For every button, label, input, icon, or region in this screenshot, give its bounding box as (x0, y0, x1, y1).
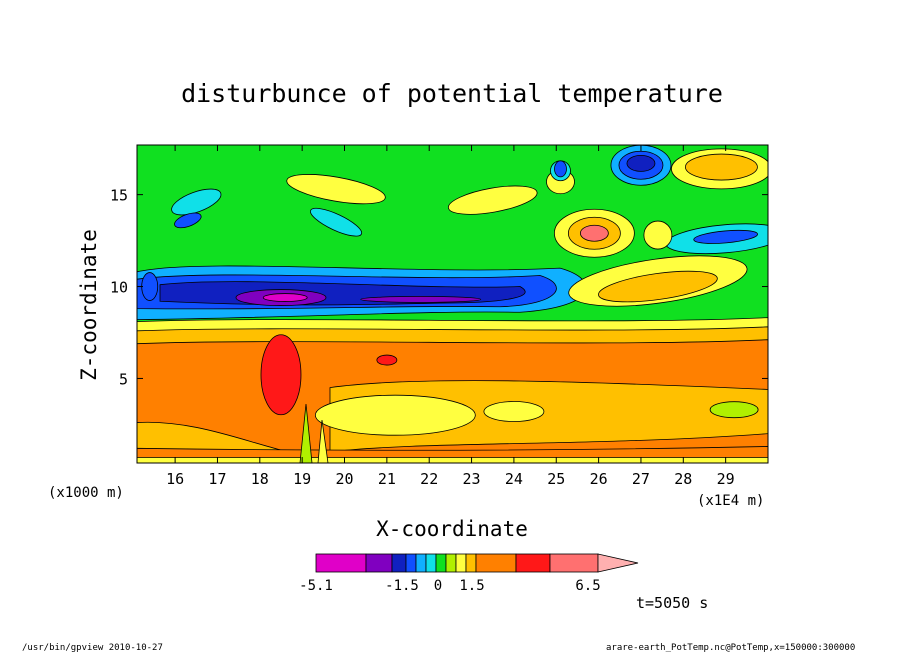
x-tick-label: 18 (251, 470, 269, 488)
mid-right-orange (598, 270, 718, 303)
negative-edge-left (141, 272, 159, 301)
colorbar-swatch (515, 553, 551, 573)
upper-negative-navy (626, 154, 656, 172)
footer-right: arare-earth_PotTemp.nc@PotTemp,x=150000:… (606, 643, 855, 653)
colorbar-swatch (549, 553, 599, 573)
colorbar-swatch (465, 553, 477, 573)
x-tick-label: 26 (590, 470, 608, 488)
y-tick-label: 5 (119, 370, 128, 388)
x-axis-ticks: 16 17 18 19 20 21 22 23 24 25 26 27 28 29 (166, 145, 735, 488)
ground-strip (137, 457, 768, 463)
wave-cyan-center (310, 207, 363, 237)
x-tick-label: 23 (463, 470, 481, 488)
right-positive-pink (579, 224, 609, 242)
wave-yellow-center (286, 174, 386, 205)
x-tick-label: 21 (378, 470, 396, 488)
right-negative-blue (693, 229, 758, 244)
negative-streak (360, 296, 482, 303)
wave-yellow-right (447, 185, 538, 215)
x-unit-label: (x1E4 m) (697, 493, 764, 509)
wave-blue-left (174, 212, 202, 229)
y-axis-ticks: 5 10 15 (110, 187, 768, 388)
spike-1 (299, 403, 313, 463)
contour-field (137, 145, 768, 463)
x-tick-label: 29 (717, 470, 735, 488)
colorbar-labels: -5.1 -1.5 0 1.5 6.5 (299, 578, 601, 594)
colorbar-swatch (391, 553, 407, 573)
wave-blue-a (554, 160, 567, 178)
colorbar-level-label: -1.5 (385, 578, 419, 594)
yellow-cell-1 (314, 394, 476, 436)
positive-cell-red (260, 334, 302, 416)
colorbar-swatch (365, 553, 393, 573)
colorbar-level-label: 1.5 (459, 578, 484, 594)
colorbar (315, 553, 639, 573)
colorbar-swatch (315, 553, 367, 573)
colorbar-level-label: 0 (434, 578, 442, 594)
x-tick-label: 24 (505, 470, 523, 488)
x-tick-label: 25 (547, 470, 565, 488)
x-tick-label: 17 (208, 470, 226, 488)
y-tick-label: 10 (110, 279, 128, 297)
colorbar-arrow (597, 553, 639, 573)
colorbar-swatch (445, 553, 457, 573)
colorbar-swatch (475, 553, 517, 573)
x-tick-label: 22 (420, 470, 438, 488)
plot-frame (136, 144, 769, 464)
negative-core-magenta (262, 293, 308, 302)
x-tick-label: 27 (632, 470, 650, 488)
colorbar-swatch (425, 553, 437, 573)
y-axis-label: Z-coordinate (77, 229, 101, 381)
chart-title: disturbunce of potential temperature (181, 79, 723, 108)
spike-2 (317, 419, 329, 463)
x-tick-label: 28 (674, 470, 692, 488)
positive-cell-small-red (376, 354, 398, 366)
x-tick-label: 19 (293, 470, 311, 488)
colorbar-level-label: -5.1 (299, 578, 333, 594)
yellow-cell-2 (483, 401, 545, 422)
colorbar-swatch (405, 553, 417, 573)
colorbar-swatch (435, 553, 447, 573)
small-yellow-ring (643, 220, 673, 250)
colorbar-swatch (415, 553, 427, 573)
y-tick-label: 15 (110, 187, 128, 205)
x-tick-label: 20 (335, 470, 353, 488)
x-tick-label: 16 (166, 470, 184, 488)
x-axis-label: X-coordinate (376, 517, 528, 541)
time-label: t=5050 s (636, 594, 708, 612)
upper-positive-orange (685, 153, 758, 181)
colorbar-level-label: 6.5 (575, 578, 600, 594)
green-cell-ground (709, 401, 759, 419)
colorbar-swatch (455, 553, 467, 573)
y-unit-label: (x1000 m) (48, 485, 124, 501)
wave-cyan-left (171, 188, 222, 216)
footer-left: /usr/bin/gpview 2010-10-27 (22, 643, 163, 653)
